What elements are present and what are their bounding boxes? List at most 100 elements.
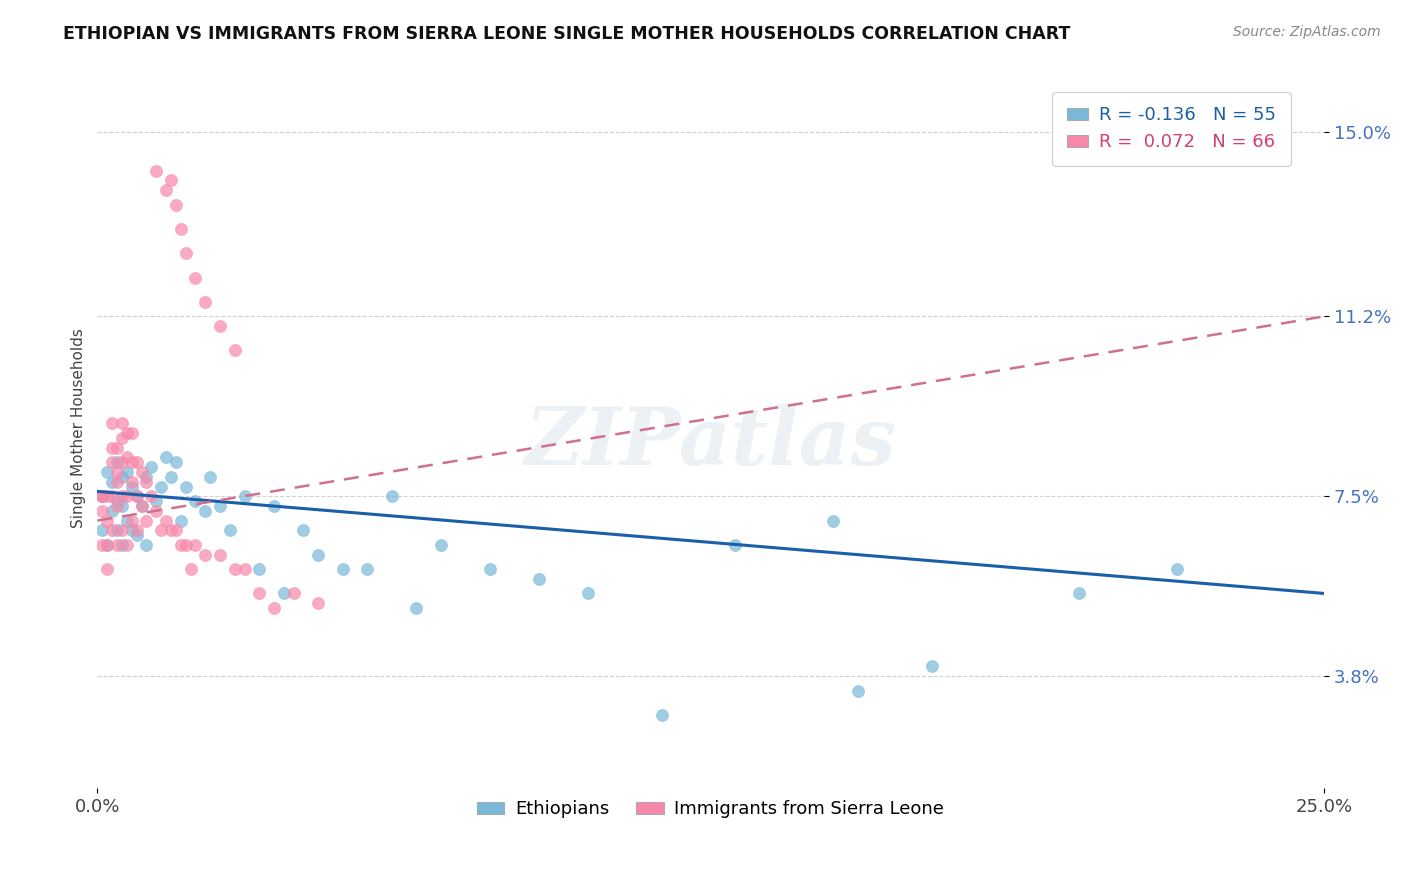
Point [115,514,138,528]
Point [283,586,305,600]
Point [115,450,138,465]
Point [155,514,177,528]
Point [101,455,124,469]
Point [165,197,187,211]
Point [381,489,404,503]
Point [111,455,134,469]
Point [233,489,256,503]
Point [101,417,124,431]
Point [105,441,128,455]
Point [115,465,138,479]
Point [135,475,157,489]
Point [101,489,124,503]
Point [111,499,134,513]
Point [224,562,246,576]
Point [145,163,167,178]
Point [165,455,187,469]
Point [111,417,134,431]
Point [101,441,124,455]
Point [105,475,128,489]
Point [141,460,163,475]
Point [478,562,501,576]
Point [155,450,177,465]
Point [224,343,246,358]
Point [105,499,128,513]
Point [111,489,134,503]
Point [121,523,143,537]
Point [101,504,124,518]
Point [105,494,128,508]
Point [846,683,869,698]
Point [135,538,157,552]
Point [184,538,207,552]
Point [115,425,138,440]
Point [91,523,114,537]
Point [247,562,270,576]
Point [96,514,118,528]
Point [96,489,118,503]
Point [125,528,148,542]
Point [115,538,138,552]
Point [233,562,256,576]
Point [111,431,134,445]
Point [1166,562,1188,576]
Point [96,562,118,576]
Point [160,173,183,187]
Point [430,538,453,552]
Point [208,499,231,513]
Point [263,601,285,615]
Point [101,523,124,537]
Point [218,523,240,537]
Point [125,455,148,469]
Point [155,183,177,197]
Point [651,708,673,723]
Point [356,562,378,576]
Point [150,523,173,537]
Point [121,455,143,469]
Point [125,523,148,537]
Point [307,596,329,610]
Point [105,538,128,552]
Point [115,489,138,503]
Point [263,499,285,513]
Point [724,538,747,552]
Point [292,523,315,537]
Point [527,572,550,586]
Point [96,538,118,552]
Point [194,504,217,518]
Text: ZIPatlas: ZIPatlas [524,404,897,482]
Point [1067,586,1090,600]
Point [180,562,202,576]
Point [101,475,124,489]
Point [125,489,148,503]
Point [170,222,193,236]
Point [91,489,114,503]
Point [170,538,193,552]
Point [332,562,354,576]
Point [135,470,157,484]
Point [170,514,193,528]
Point [174,246,197,260]
Point [121,475,143,489]
Point [91,538,114,552]
Point [200,470,222,484]
Point [208,548,231,562]
Point [135,514,157,528]
Point [247,586,270,600]
Point [121,425,143,440]
Point [174,479,197,493]
Point [576,586,599,600]
Point [111,538,134,552]
Point [111,470,134,484]
Point [131,465,153,479]
Point [105,465,128,479]
Point [91,489,114,503]
Point [208,319,231,334]
Y-axis label: Single Mother Households: Single Mother Households [72,328,86,528]
Point [194,294,217,309]
Point [145,504,167,518]
Point [405,601,427,615]
Point [96,465,118,479]
Point [121,479,143,493]
Point [91,489,114,503]
